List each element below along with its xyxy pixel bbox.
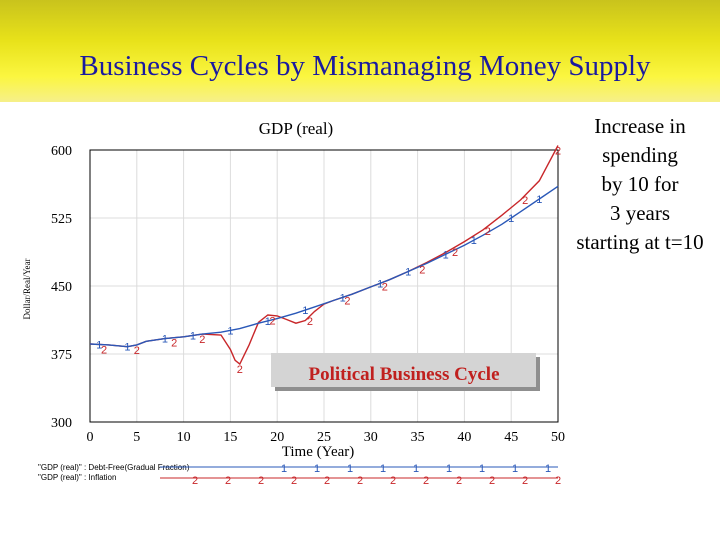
legend-marker-2: 2: [258, 475, 264, 487]
legend-marker-1: 1: [281, 463, 287, 475]
series-2-marker: 2: [307, 316, 313, 328]
series-1-marker: 1: [471, 235, 477, 247]
x-tick-label: 25: [317, 430, 331, 445]
series-2-marker: 2: [171, 338, 177, 350]
x-tick-label: 50: [551, 430, 565, 445]
series-1-marker: 1: [96, 339, 102, 351]
legend-marker-1: 1: [380, 463, 386, 475]
banner-box: [271, 353, 536, 387]
legend-marker-2: 2: [555, 475, 561, 487]
series-1-marker: 1: [265, 316, 271, 328]
gdp-chart: GDP (real) 300 375 450 525 600 0 5 10 15 20 25 30 3…: [22, 119, 566, 487]
side-note-line: spending: [602, 143, 678, 167]
y-tick-label: 300: [51, 416, 72, 431]
legend-marker-2: 2: [522, 475, 528, 487]
legend-marker-2: 2: [291, 475, 297, 487]
series-2-marker: 2: [199, 334, 205, 346]
series-2-marker: 2: [555, 145, 561, 157]
side-note-line: by 10 for: [601, 172, 679, 196]
series-1-marker: 1: [124, 342, 130, 354]
y-tick-label: 375: [51, 348, 72, 363]
side-note: Increase in spending by 10 for 3 years s…: [560, 112, 720, 257]
x-tick-label: 40: [457, 430, 471, 445]
y-tick-label: 600: [51, 144, 72, 159]
slide-title: Business Cycles by Mismanaging Money Sup…: [79, 50, 651, 82]
y-ticks: 300 375 450 525 600: [51, 144, 72, 431]
series-1-marker: 1: [508, 213, 514, 225]
x-axis-label: Time (Year): [282, 444, 355, 460]
y-axis-label: Dollar/Real/Year: [22, 258, 32, 319]
legend-marker-2: 2: [423, 475, 429, 487]
legend-entry-2: "GDP (real)" : Inflation: [38, 473, 116, 482]
legend-marker-1: 1: [512, 463, 518, 475]
series-2-marker: 2: [237, 364, 243, 376]
y-tick-label: 525: [51, 212, 72, 227]
series-2-marker: 2: [419, 265, 425, 277]
series-1-marker: 1: [190, 330, 196, 342]
series-1-marker: 1: [340, 292, 346, 304]
series-2-marker: 2: [452, 247, 458, 259]
series-2-marker: 2: [101, 345, 107, 357]
series-2-marker: 2: [522, 195, 528, 207]
plot-frame: [89, 149, 559, 423]
series-1-marker: 1: [536, 194, 542, 206]
legend-marker-2: 2: [192, 475, 198, 487]
legend-marker-1: 1: [446, 463, 452, 475]
legend-entry-1: "GDP (real)" : Debt-Free(Gradual Fractio…: [38, 463, 190, 472]
x-tick-label: 30: [364, 430, 378, 445]
series-1-marker: 1: [443, 249, 449, 261]
legend-marker-1: 1: [545, 463, 551, 475]
x-tick-label: 45: [504, 430, 518, 445]
series-2-marker: 2: [344, 296, 350, 308]
series-1-marker: 1: [302, 305, 308, 317]
legend-marker-2: 2: [324, 475, 330, 487]
legend-marker-2: 2: [489, 475, 495, 487]
side-note-line: 3 years: [609, 201, 671, 225]
legend-marker-1: 1: [347, 463, 353, 475]
legend-marker-1: 1: [479, 463, 485, 475]
series-2-marker: 2: [382, 281, 388, 293]
x-ticks: 0 5 10 15 20 25 30 35 40 45 50: [87, 430, 566, 445]
chart-title: GDP (real): [259, 119, 333, 138]
legend-marker-1: 1: [314, 463, 320, 475]
political-business-cycle-banner: Political Business Cycle: [271, 353, 540, 391]
legend-marker-2: 2: [390, 475, 396, 487]
legend-marker-1: 1: [413, 463, 419, 475]
x-tick-label: 15: [223, 430, 237, 445]
series-2-marker: 2: [485, 226, 491, 238]
series-2-marker: 2: [269, 315, 275, 327]
x-tick-label: 0: [87, 430, 94, 445]
legend-marker-2: 2: [357, 475, 363, 487]
series-1-marker: 1: [405, 266, 411, 278]
series-1-marker: 1: [162, 334, 168, 346]
y-tick-label: 450: [51, 280, 72, 295]
x-tick-label: 20: [270, 430, 284, 445]
legend-marker-2: 2: [456, 475, 462, 487]
series-line-1: [89, 185, 559, 348]
side-note-line: Increase in: [594, 114, 686, 138]
x-tick-label: 10: [177, 430, 191, 445]
banner-text: Political Business Cycle: [308, 364, 499, 385]
x-tick-label: 35: [411, 430, 425, 445]
title-bar: Business Cycles by Mismanaging Money Sup…: [0, 0, 720, 102]
series-2-marker: 2: [134, 345, 140, 357]
legend: "GDP (real)" : Debt-Free(Gradual Fractio…: [38, 463, 561, 487]
x-tick-label: 5: [133, 430, 140, 445]
series-1-marker: 1: [227, 325, 233, 337]
series-1-marker: 1: [377, 278, 383, 290]
side-note-line: starting at t=10: [576, 230, 704, 254]
legend-marker-2: 2: [225, 475, 231, 487]
